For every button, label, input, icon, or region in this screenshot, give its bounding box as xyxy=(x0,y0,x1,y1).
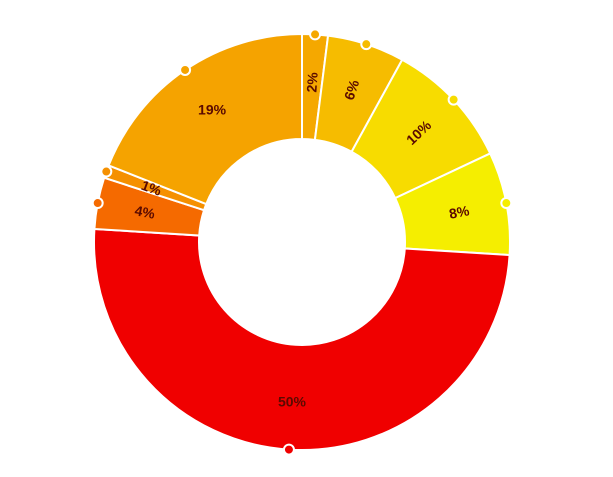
slice-handle-19pct[interactable] xyxy=(179,63,192,76)
slice-19pct[interactable] xyxy=(107,32,303,206)
slice-handle-10pct[interactable] xyxy=(447,93,460,106)
slice-label-50pct: 50% xyxy=(278,394,307,410)
slice-50pct[interactable] xyxy=(93,227,511,451)
slice-label-19pct: 19% xyxy=(198,102,227,118)
slice-label-6pct: 6% xyxy=(341,77,363,102)
slice-handle-8pct[interactable] xyxy=(500,197,513,210)
slice-label-8pct: 8% xyxy=(448,202,471,222)
slices-group xyxy=(93,32,511,451)
slice-label-2pct: 2% xyxy=(303,71,320,93)
slice-handle-2pct[interactable] xyxy=(309,28,322,41)
slice-handle-6pct[interactable] xyxy=(360,38,373,51)
slice-handle-50pct[interactable] xyxy=(282,443,295,456)
slice-label-1pct: 1% xyxy=(139,177,164,199)
slice-label-4pct: 4% xyxy=(133,202,156,222)
slice-handle-4pct[interactable] xyxy=(91,197,104,210)
handles-group xyxy=(91,28,513,456)
slice-handle-1pct[interactable] xyxy=(100,165,113,178)
